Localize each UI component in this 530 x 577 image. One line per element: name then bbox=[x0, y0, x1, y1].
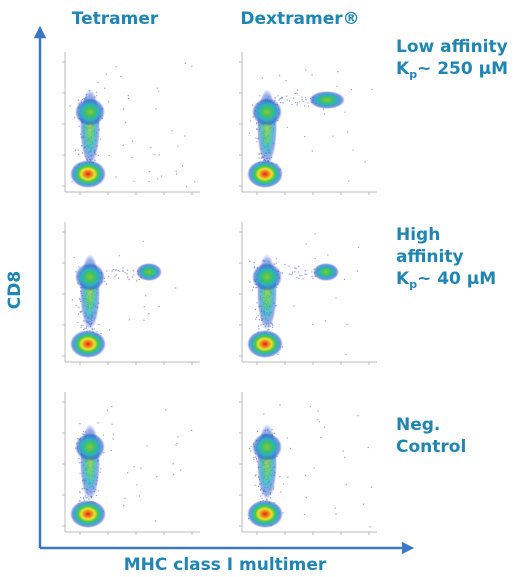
density-plot bbox=[239, 392, 377, 535]
kd-value: ~ 250 µM bbox=[417, 59, 508, 79]
population bbox=[252, 433, 282, 461]
population bbox=[75, 98, 105, 126]
population bbox=[75, 433, 105, 461]
kd-value: ~ 40 µM bbox=[417, 269, 496, 289]
population bbox=[247, 500, 283, 528]
population bbox=[136, 263, 162, 281]
population bbox=[70, 500, 106, 528]
plots bbox=[62, 52, 377, 535]
events bbox=[249, 233, 360, 356]
population bbox=[70, 330, 106, 358]
row-label: affinity bbox=[396, 247, 464, 267]
population bbox=[75, 263, 105, 291]
column-header: Tetramer bbox=[72, 9, 159, 29]
column-header: Dextramer® bbox=[240, 9, 359, 29]
population bbox=[309, 91, 345, 109]
kd-label: Kp~ 250 µM bbox=[396, 59, 508, 81]
x-axis-label: MHC class I multimer bbox=[124, 555, 327, 575]
density-plot bbox=[62, 222, 200, 365]
row-label: Neg. bbox=[396, 415, 440, 435]
kd-label: Kp~ 40 µM bbox=[396, 269, 496, 291]
density-plot bbox=[239, 222, 377, 365]
density-plot bbox=[239, 52, 377, 195]
population bbox=[313, 263, 339, 281]
events bbox=[73, 406, 193, 525]
population bbox=[70, 160, 106, 188]
population bbox=[252, 98, 282, 126]
kd-symbol: K bbox=[396, 59, 410, 79]
row-label: High bbox=[396, 225, 440, 245]
density-plot bbox=[62, 52, 200, 195]
population bbox=[247, 330, 283, 358]
kd-subscript: p bbox=[409, 68, 417, 81]
y-axis-label: CD8 bbox=[5, 271, 25, 309]
density-plot bbox=[62, 392, 200, 535]
row-label: Control bbox=[396, 437, 466, 457]
kd-subscript: p bbox=[409, 278, 417, 291]
population bbox=[252, 263, 282, 291]
kd-symbol: K bbox=[396, 269, 410, 289]
row-label: Low affinity bbox=[396, 37, 508, 57]
population bbox=[247, 160, 283, 188]
